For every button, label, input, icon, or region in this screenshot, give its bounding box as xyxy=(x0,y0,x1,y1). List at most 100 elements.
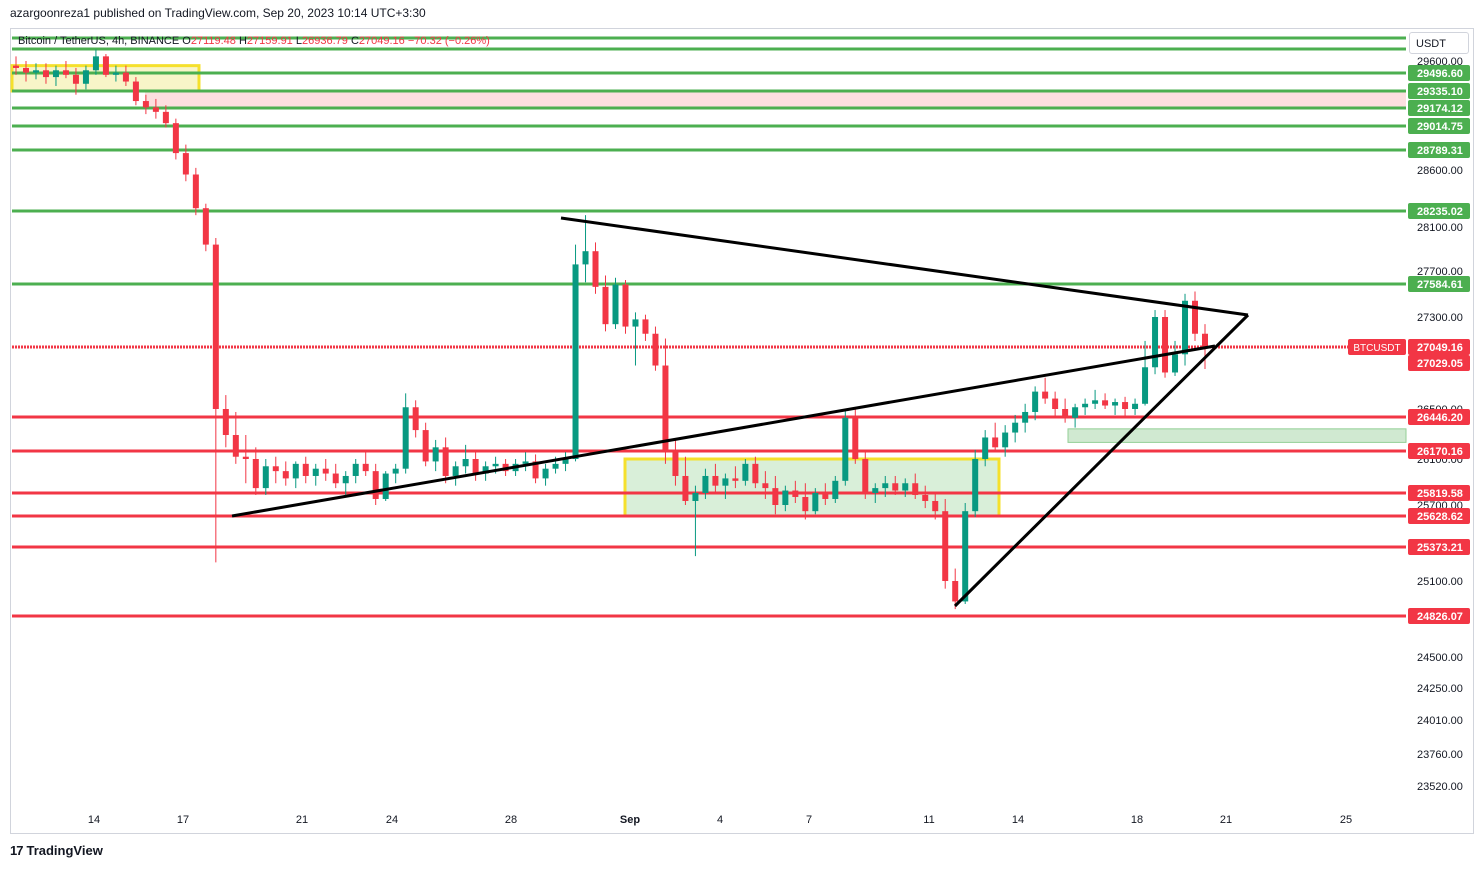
legend-high-label: H xyxy=(238,35,247,47)
x-tick-label: Sep xyxy=(620,814,640,826)
candle xyxy=(212,238,219,563)
candle xyxy=(742,459,749,486)
candle-body xyxy=(52,70,59,78)
candle-body xyxy=(472,459,479,474)
candle xyxy=(852,409,859,464)
candle xyxy=(682,456,689,505)
candle-body xyxy=(702,475,709,493)
candle xyxy=(762,471,769,499)
candle-body xyxy=(912,483,919,495)
candle xyxy=(912,473,919,499)
candle-body xyxy=(132,81,139,102)
candle xyxy=(272,456,279,484)
candle-body xyxy=(442,447,449,476)
candle xyxy=(252,447,259,495)
candle xyxy=(692,485,699,557)
candle-body xyxy=(252,459,259,489)
candle xyxy=(862,452,869,499)
resistance-price-label-bg xyxy=(1408,100,1470,116)
candle-body xyxy=(282,471,289,479)
resistance-price-label-text: 29496.60 xyxy=(1417,68,1463,80)
y-tick-label: 23520.00 xyxy=(1417,781,1463,793)
candle xyxy=(62,61,69,79)
candle xyxy=(1002,425,1009,457)
y-tick-label: 28100.00 xyxy=(1417,222,1463,234)
candle-body xyxy=(1092,400,1099,404)
candle-body xyxy=(952,581,959,602)
candle-body xyxy=(162,111,169,124)
candle xyxy=(1012,414,1019,443)
candle-body xyxy=(572,264,579,459)
y-tick-label: 24250.00 xyxy=(1417,683,1463,695)
candle xyxy=(892,475,899,495)
candle-body xyxy=(142,101,149,108)
candle-body xyxy=(792,490,799,497)
chart-frame[interactable] xyxy=(10,28,1474,834)
resistance-price-label: 27584.61 xyxy=(1408,276,1470,292)
candle-body xyxy=(112,72,119,75)
candle xyxy=(822,483,829,505)
candle-body xyxy=(1012,422,1019,433)
candle-body xyxy=(732,478,739,481)
candle xyxy=(782,485,789,512)
candle-body xyxy=(972,459,979,512)
candle xyxy=(362,452,369,476)
support-price-label-bg xyxy=(1408,608,1470,624)
candle xyxy=(462,444,469,474)
resistance-price-label-text: 29014.75 xyxy=(1417,121,1463,133)
candle-body xyxy=(982,437,989,459)
candle-body xyxy=(592,251,599,287)
support-price-label-text: 27029.05 xyxy=(1417,358,1463,370)
candle-body xyxy=(622,284,629,327)
candle-body xyxy=(602,286,609,325)
candle-body xyxy=(992,437,999,448)
symbol-tag-bg xyxy=(1348,339,1406,355)
candle xyxy=(532,454,539,484)
resistance-price-label: 29496.60 xyxy=(1408,65,1470,81)
candle xyxy=(972,449,979,518)
y-tick-label: 28600.00 xyxy=(1417,165,1463,177)
x-tick-label: 4 xyxy=(717,814,723,826)
resistance-price-label-bg xyxy=(1408,276,1470,292)
candle xyxy=(262,459,269,495)
candles-layer xyxy=(13,49,1208,610)
support-price-label: 25373.21 xyxy=(1408,539,1470,555)
candle-body xyxy=(892,483,899,491)
candle-body xyxy=(242,456,249,459)
x-tick-label: 18 xyxy=(1131,814,1143,826)
price-labels-layer: 29496.60 29335.10 29174.12 29014.75 28789.31… xyxy=(1348,65,1470,624)
candle xyxy=(622,280,629,334)
support-price-label-bg xyxy=(1408,508,1470,524)
candle xyxy=(22,61,29,82)
candle-body xyxy=(1042,391,1049,399)
candle xyxy=(302,456,309,484)
tradingview-logo[interactable]: 17 TradingView xyxy=(10,843,103,858)
candle xyxy=(772,475,779,515)
resistance-price-label: 29335.10 xyxy=(1408,83,1470,99)
candle-body xyxy=(562,459,569,464)
candle-body xyxy=(822,492,829,499)
support-price-label-text: 26446.20 xyxy=(1417,412,1463,424)
candle-body xyxy=(1132,403,1139,409)
candle-body xyxy=(492,463,499,467)
candle xyxy=(802,483,809,520)
currency-button[interactable]: USDT xyxy=(1409,32,1469,54)
candle-body xyxy=(1192,300,1199,334)
candle xyxy=(832,475,839,503)
candle-body xyxy=(1062,409,1069,418)
legend-close: 27049.16 xyxy=(358,35,405,47)
candle xyxy=(702,468,709,499)
current-price-label-bg xyxy=(1408,339,1470,355)
candle-body xyxy=(82,70,89,84)
candle-body xyxy=(192,174,199,209)
candle-body xyxy=(462,459,469,467)
x-tick-label: 7 xyxy=(806,814,812,826)
candle-body xyxy=(152,107,159,112)
x-axis: 14 17 21 24 28 Sep 4 7 11 14 18 21 25 xyxy=(88,814,1352,826)
candle xyxy=(882,475,889,497)
candle xyxy=(232,411,239,464)
candle-body xyxy=(632,319,639,327)
candle-body xyxy=(262,466,269,489)
candle xyxy=(242,435,249,484)
